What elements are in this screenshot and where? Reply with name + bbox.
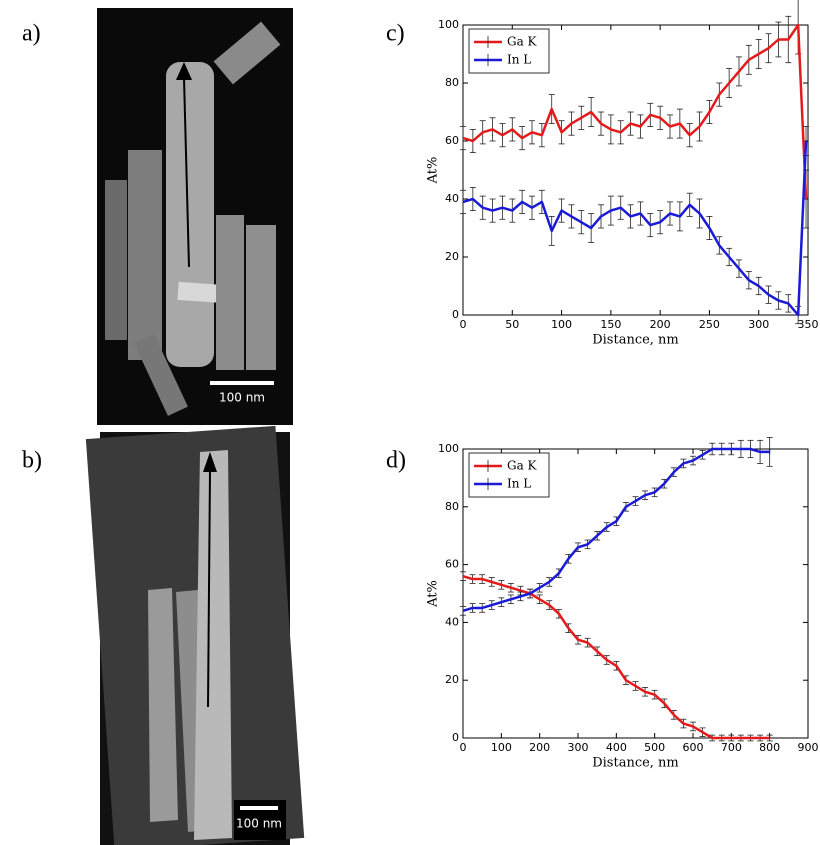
chart: 0 20 40 60 80 100 0 100 200 300 400 500 600 700 800 900… — [426, 437, 819, 771]
y-tick-label: 60 — [445, 558, 459, 571]
x-tick-label: 250 — [699, 318, 720, 331]
x-tick-label: 900 — [798, 741, 819, 754]
scale-bar-label: 100 nm — [219, 391, 265, 405]
x-axis-label: Distance, nm — [592, 756, 679, 771]
y-axis-label: At% — [426, 580, 441, 608]
x-tick-label: 50 — [505, 318, 519, 331]
y-axis-label: At% — [426, 157, 441, 185]
micrograph-a: 100 nm — [97, 8, 293, 425]
y-tick-label: 80 — [445, 76, 459, 89]
legend-label: In L — [507, 53, 531, 67]
x-axis-label: Distance, nm — [592, 333, 679, 348]
x-tick-label: 100 — [551, 318, 572, 331]
chart: 0 20 40 60 80 100 0 50 100 150 200 250 300 350 Distanc… — [426, 0, 819, 348]
legend-label: In L — [507, 477, 531, 491]
y-tick-label: 0 — [452, 731, 459, 744]
x-tick-label: 500 — [644, 741, 665, 754]
x-tick-label: 800 — [759, 741, 780, 754]
y-tick-label: 100 — [438, 18, 459, 31]
y-tick-label: 20 — [445, 250, 459, 263]
x-tick-label: 0 — [460, 318, 467, 331]
x-tick-label: 100 — [491, 741, 512, 754]
series-line — [462, 447, 770, 613]
x-tick-label: 300 — [568, 741, 589, 754]
x-tick-label: 0 — [460, 741, 467, 754]
x-tick-label: 600 — [683, 741, 704, 754]
legend-label: Ga K — [507, 35, 538, 49]
x-tick-label: 200 — [529, 741, 550, 754]
y-tick-label: 20 — [445, 673, 459, 686]
panel-label: b) — [22, 448, 42, 474]
y-tick-label: 80 — [445, 500, 459, 513]
x-tick-label: 700 — [721, 741, 742, 754]
scale-bar-label: 100 nm — [236, 817, 282, 831]
y-tick-label: 0 — [452, 308, 459, 321]
panel-label: c) — [386, 21, 405, 47]
x-tick-label: 300 — [748, 318, 769, 331]
x-tick-label: 350 — [798, 318, 819, 331]
series-line — [462, 23, 808, 200]
series-line — [462, 574, 770, 740]
legend-box — [468, 28, 550, 74]
legend-box — [468, 452, 550, 498]
x-tick-label: 200 — [650, 318, 671, 331]
x-tick-label: 400 — [606, 741, 627, 754]
legend-label: Ga K — [507, 459, 538, 473]
y-tick-label: 100 — [438, 442, 459, 455]
y-tick-label: 40 — [445, 192, 459, 205]
x-tick-label: 150 — [600, 318, 621, 331]
micrograph-b: 100 nm — [85, 425, 305, 845]
y-tick-label: 40 — [445, 615, 459, 628]
panel-label: d) — [386, 448, 406, 474]
y-tick-label: 60 — [445, 134, 459, 147]
series-line — [462, 140, 808, 317]
plot-frame — [462, 448, 809, 739]
panel-label: a) — [22, 21, 41, 47]
